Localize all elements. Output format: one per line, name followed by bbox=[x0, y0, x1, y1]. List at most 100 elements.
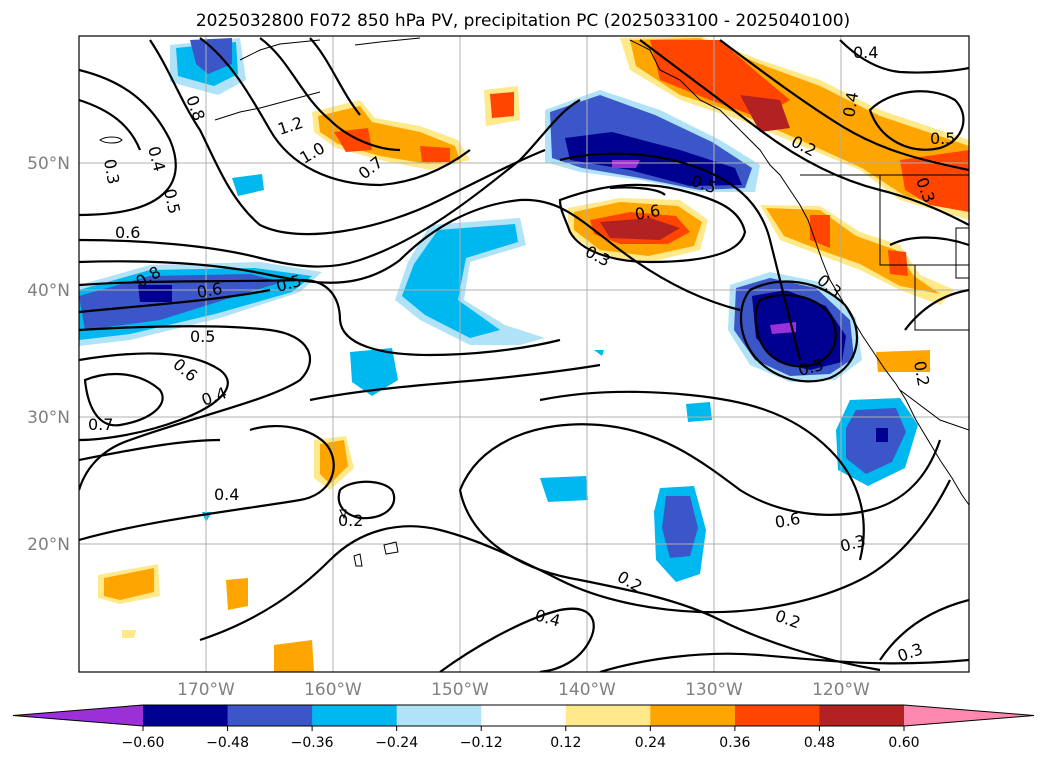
lat-label: 20°N bbox=[27, 535, 70, 555]
pv-contours bbox=[79, 37, 969, 672]
pv-contour-33 bbox=[309, 363, 601, 402]
colorbar-swatches bbox=[12, 704, 1035, 727]
contour-label: 0.5 bbox=[190, 327, 215, 346]
pv-contour-4 bbox=[199, 37, 471, 187]
lon-label: 120°W bbox=[812, 680, 870, 700]
neg-shade-e-max bbox=[770, 322, 796, 334]
contour-label: 0.2 bbox=[338, 511, 363, 530]
colorbar-swatch bbox=[819, 705, 905, 726]
pv-contour-6 bbox=[309, 37, 361, 116]
coastline-aleutians bbox=[214, 91, 321, 121]
lat-label: 50°N bbox=[27, 154, 70, 174]
coastline-north-america bbox=[629, 39, 969, 506]
neg-shade-s-core bbox=[662, 496, 698, 558]
coastline-alaska-s bbox=[354, 37, 421, 46]
lon-label: 140°W bbox=[558, 680, 616, 700]
pv-contour-28 bbox=[719, 39, 969, 172]
neg-shade-ne-max bbox=[612, 160, 640, 168]
colorbar-swatch bbox=[312, 705, 398, 726]
contour-label: 0.3 bbox=[100, 157, 123, 185]
pv-contour-32 bbox=[904, 288, 969, 331]
contour-label: 0.2 bbox=[910, 359, 933, 387]
pv-contour-34 bbox=[79, 438, 221, 462]
pv-contour-25 bbox=[740, 280, 859, 383]
lon-label: 170°W bbox=[177, 680, 235, 700]
island-1 bbox=[99, 136, 123, 144]
border-states-3 bbox=[955, 227, 969, 279]
neg-shade-small-2 bbox=[232, 174, 264, 196]
colorbar-swatch bbox=[481, 705, 567, 726]
pos-shade-nc-core-2 bbox=[420, 146, 450, 162]
colorbar-tick-label: 0.60 bbox=[888, 735, 919, 751]
pos-shade-c-max bbox=[600, 218, 680, 240]
lon-label: 160°W bbox=[304, 680, 362, 700]
pos-shade-s4 bbox=[122, 630, 136, 638]
neg-shade-e-core bbox=[752, 290, 846, 370]
colorbar-tick-label: −0.36 bbox=[291, 735, 334, 751]
colorbar-swatch bbox=[650, 705, 736, 726]
lat-label: 40°N bbox=[27, 281, 70, 301]
pv-contour-27 bbox=[639, 39, 969, 226]
pos-shade-s2 bbox=[226, 578, 248, 610]
graticule bbox=[79, 36, 969, 672]
colorbar-tick-label: 0.12 bbox=[550, 735, 581, 751]
hawaii-small-1 bbox=[339, 509, 347, 520]
pv-contour-18 bbox=[458, 489, 881, 672]
neg-shade-small-5 bbox=[594, 350, 604, 356]
pv-contour-31 bbox=[889, 236, 969, 247]
neg-shade-small-3 bbox=[540, 476, 588, 502]
neg-shade-small-4 bbox=[686, 402, 712, 422]
pv-contour-26 bbox=[754, 293, 837, 368]
pos-shade-sw-core bbox=[104, 568, 154, 600]
lon-axis-labels: 170°W 160°W 150°W 140°W 130°W 120°W bbox=[177, 680, 870, 700]
lat-label: 30°N bbox=[27, 408, 70, 428]
coastline-alaska-sw bbox=[239, 39, 321, 61]
coastlines bbox=[99, 37, 969, 567]
border-us-mexico bbox=[899, 389, 969, 431]
pv-contour-3 bbox=[149, 39, 546, 236]
contour-label: 0.4 bbox=[839, 90, 862, 118]
colorbar-swatch bbox=[734, 705, 820, 726]
pv-contour-2 bbox=[79, 98, 142, 151]
colorbar-swatch bbox=[396, 705, 482, 726]
pv-contour-21 bbox=[599, 652, 969, 672]
pv-contour-20 bbox=[439, 607, 595, 672]
pv-contour-22 bbox=[558, 183, 747, 264]
colorbar-tick-label: 0.48 bbox=[804, 735, 835, 751]
contour-label: 0.5 bbox=[160, 187, 184, 216]
contour-label: 0.6 bbox=[773, 509, 801, 532]
pos-shade-ne-max bbox=[740, 95, 790, 132]
contour-label: 0.7 bbox=[88, 415, 113, 434]
neg-shade-ne-core bbox=[565, 132, 742, 186]
pv-contour-17 bbox=[458, 423, 942, 516]
pv-contour-24 bbox=[559, 152, 802, 361]
pv-contour-12 bbox=[79, 352, 229, 442]
contour-label: 0.4 bbox=[853, 43, 878, 62]
colorbar-tick-label: −0.12 bbox=[460, 735, 503, 751]
neg-shade-small-1 bbox=[350, 348, 398, 396]
border-states-2 bbox=[914, 265, 969, 331]
contour-label: 0.6 bbox=[633, 201, 661, 224]
hawaii-small-2 bbox=[383, 541, 399, 555]
lon-label: 150°W bbox=[431, 680, 489, 700]
colorbar-swatch bbox=[227, 705, 313, 726]
map-frame bbox=[78, 35, 970, 673]
pv-contour-11 bbox=[79, 325, 311, 491]
pv-contour-29 bbox=[839, 39, 969, 74]
colorbar-tick-label: −0.60 bbox=[122, 735, 165, 751]
colorbar-extend-min bbox=[13, 705, 143, 726]
colorbar-extend-max bbox=[904, 705, 1034, 726]
pv-contour-15 bbox=[199, 479, 951, 642]
lat-axis-labels: 50°N 40°N 30°N 20°N bbox=[27, 154, 70, 555]
hawaii-island bbox=[353, 553, 363, 567]
pv-contour-16 bbox=[337, 480, 396, 520]
neg-shade-w-max bbox=[138, 285, 172, 302]
map-title: 2025032800 F072 850 hPa PV, precipitatio… bbox=[196, 11, 850, 31]
pv-contour-19 bbox=[539, 390, 865, 561]
pv-contour-7 bbox=[79, 99, 581, 268]
colorbar-swatch bbox=[565, 705, 651, 726]
neg-shade-se-core bbox=[876, 428, 888, 442]
pv-contour-1 bbox=[79, 68, 177, 217]
colorbar: −0.60 −0.48 −0.36 −0.24 −0.12 0.12 0.24 0.36 0.4… bbox=[12, 704, 1035, 751]
